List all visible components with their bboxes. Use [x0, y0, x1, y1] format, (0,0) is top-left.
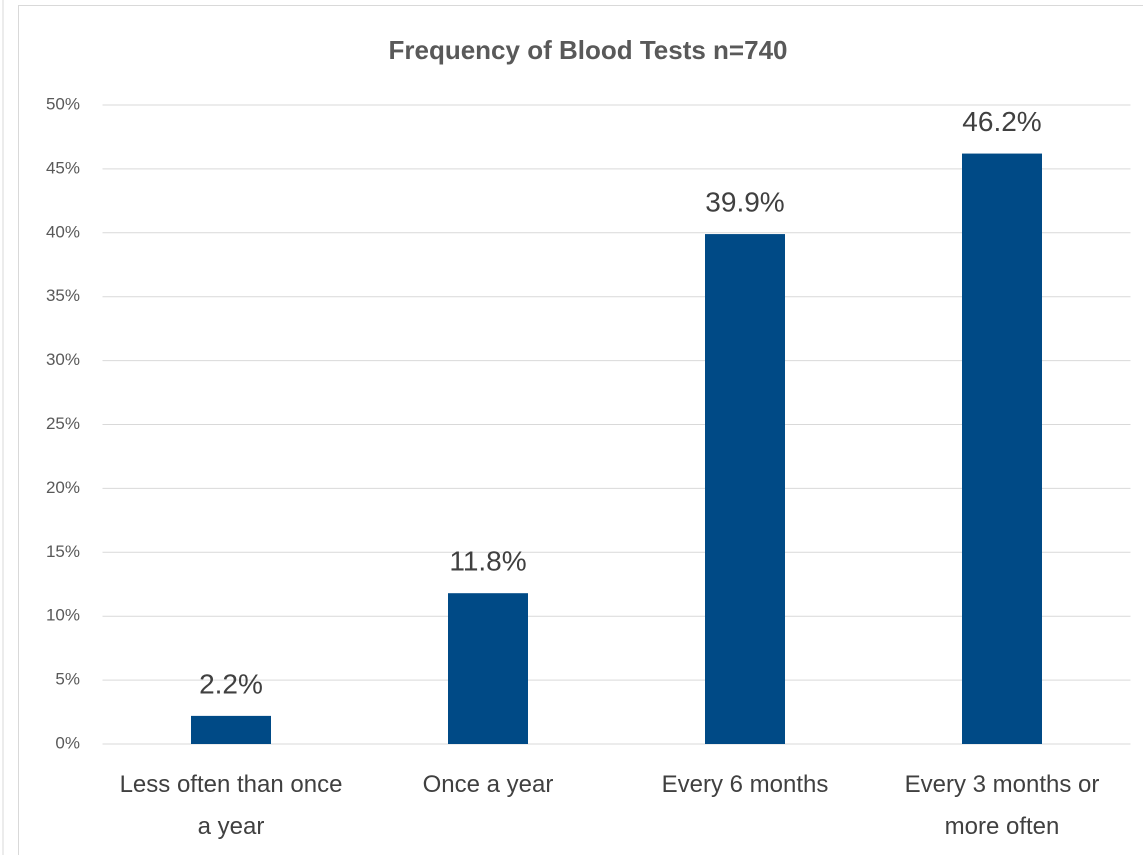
y-tick-label: 0%	[55, 733, 80, 752]
y-tick-label: 15%	[46, 542, 80, 561]
x-tick-label: Every 6 months	[661, 771, 829, 798]
y-tick-label: 30%	[46, 350, 80, 369]
bar	[191, 715, 271, 744]
bar	[705, 234, 785, 744]
y-tick-label: 5%	[55, 670, 80, 689]
y-tick-label: 20%	[46, 478, 80, 497]
x-tick-label: Less often than once a year	[119, 771, 343, 840]
y-tick-label: 35%	[46, 286, 80, 305]
y-tick-label: 40%	[46, 222, 80, 241]
bar	[962, 153, 1042, 745]
y-tick-label: 50%	[46, 94, 80, 113]
y-tick-label: 25%	[46, 414, 80, 433]
value-label: 11.8%	[449, 546, 526, 577]
bar	[448, 593, 528, 744]
chart-frame	[18, 5, 1143, 855]
y-tick-label: 10%	[46, 606, 80, 625]
value-label: 39.9%	[705, 186, 784, 217]
value-label: 46.2%	[962, 106, 1041, 137]
x-tick-label: Every 3 months or more often	[904, 771, 1100, 840]
value-label: 2.2%	[199, 668, 263, 699]
y-tick-label: 45%	[46, 158, 80, 177]
x-tick-label: Once a year	[422, 771, 554, 798]
chart-title: Frequency of Blood Tests n=740	[388, 35, 787, 65]
